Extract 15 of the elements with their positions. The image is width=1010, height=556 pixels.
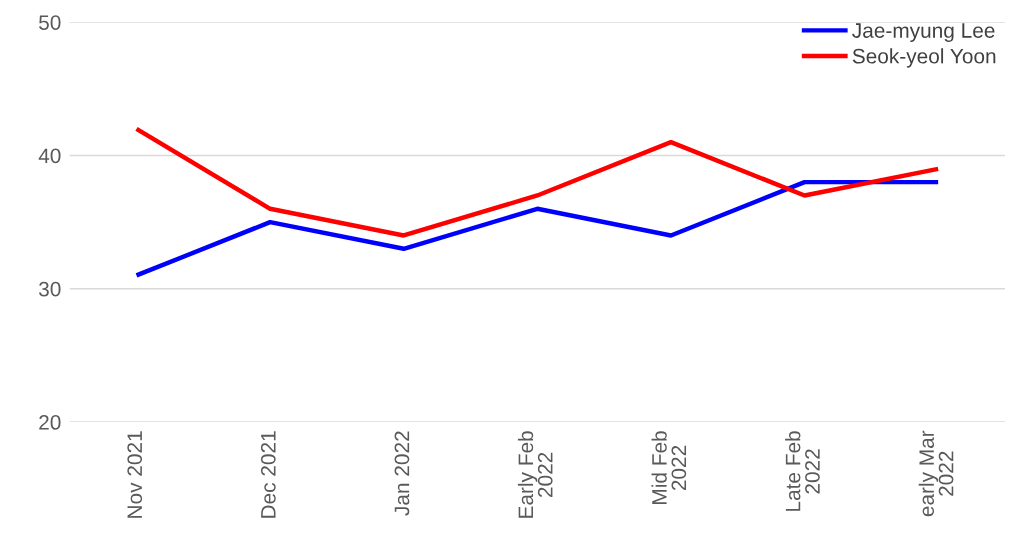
legend-label: Seok-yeol Yoon: [852, 48, 996, 68]
x-tick-label: Early Feb 2022: [517, 431, 553, 518]
line-series: [134, 179, 941, 278]
x-tick-label: Nov 2021: [127, 431, 143, 518]
x-tick-label: Late Feb 2022: [785, 431, 820, 511]
x-tick-label: Jan 2022: [394, 431, 410, 516]
y-tick-label: 50: [39, 15, 61, 30]
legend-label: Jae-myung Lee: [852, 23, 995, 42]
y-tick-label: 20: [39, 415, 61, 430]
x-tick-label: Dec 2021: [260, 431, 276, 518]
y-tick-label: 40: [38, 148, 61, 164]
y-tick-label: 30: [38, 281, 61, 297]
line-series: [134, 126, 941, 238]
x-tick-label: early Mar 2022: [918, 430, 954, 517]
x-tick-label: Mid Feb 2022: [651, 431, 687, 504]
